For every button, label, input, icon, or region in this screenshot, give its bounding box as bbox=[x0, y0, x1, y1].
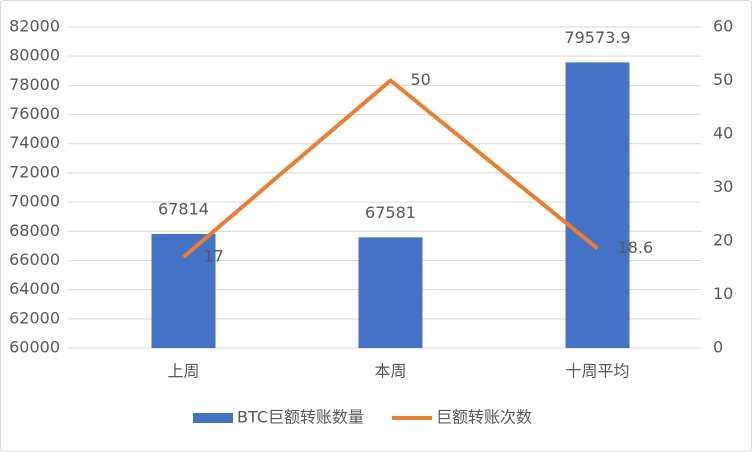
y-tick-label: 60000 bbox=[9, 338, 60, 357]
y2-tick-label: 60 bbox=[713, 17, 733, 36]
data-label: 67581 bbox=[365, 203, 416, 222]
y-tick-label: 62000 bbox=[9, 308, 60, 327]
y2-tick-label: 50 bbox=[713, 70, 733, 89]
legend-label: BTC巨额转账数量 bbox=[237, 408, 364, 427]
y-tick-label: 70000 bbox=[9, 192, 60, 211]
data-label: 50 bbox=[411, 70, 431, 89]
x-tick-label: 十周平均 bbox=[565, 362, 629, 381]
bar bbox=[565, 62, 630, 348]
y2-tick-label: 0 bbox=[713, 338, 723, 357]
y-tick-label: 76000 bbox=[9, 104, 60, 123]
y2-tick-label: 20 bbox=[713, 231, 733, 250]
y2-tick-label: 30 bbox=[713, 177, 733, 196]
data-label: 17 bbox=[204, 247, 224, 266]
y-tick-label: 82000 bbox=[9, 17, 60, 36]
data-label: 79573.9 bbox=[564, 28, 630, 47]
y-tick-label: 72000 bbox=[9, 162, 60, 181]
x-tick-label: 上周 bbox=[167, 362, 199, 381]
y2-tick-label: 40 bbox=[713, 124, 733, 143]
y-tick-label: 80000 bbox=[9, 46, 60, 65]
y-tick-label: 74000 bbox=[9, 133, 60, 152]
bar bbox=[358, 237, 423, 348]
data-label: 67814 bbox=[158, 199, 209, 218]
y-tick-label: 78000 bbox=[9, 75, 60, 94]
y2-tick-label: 10 bbox=[713, 284, 733, 303]
y-tick-label: 66000 bbox=[9, 250, 60, 269]
line bbox=[182, 78, 599, 259]
data-label: 18.6 bbox=[618, 238, 654, 257]
legend-label: 巨额转账次数 bbox=[436, 408, 532, 427]
x-tick-label: 本周 bbox=[374, 362, 406, 381]
y-tick-label: 64000 bbox=[9, 279, 60, 298]
bar bbox=[151, 233, 216, 348]
legend-swatch bbox=[193, 413, 233, 423]
y-tick-label: 68000 bbox=[9, 221, 60, 240]
